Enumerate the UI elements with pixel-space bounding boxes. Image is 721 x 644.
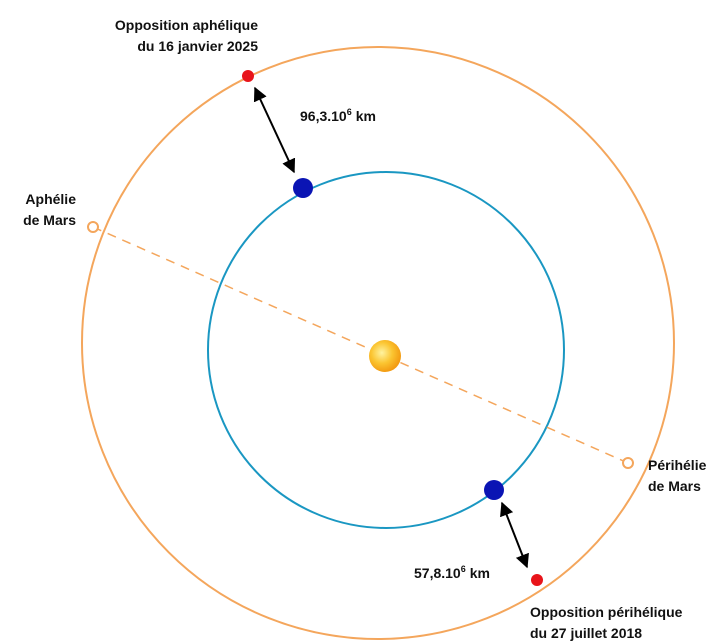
earth-orbit: [207, 171, 565, 529]
perihelion-point: [622, 457, 634, 469]
sun: [369, 340, 401, 372]
distance-label: 57,8.106 km: [414, 564, 490, 581]
label: de Mars: [648, 478, 701, 494]
label: du 27 juillet 2018: [530, 625, 642, 641]
apsis-line: [92, 226, 629, 464]
mars-perihelic: [531, 574, 543, 586]
label: Opposition aphélique: [115, 17, 258, 33]
label: de Mars: [23, 212, 76, 228]
label: Périhélie: [648, 457, 707, 473]
exponent: 6: [347, 107, 352, 117]
aphelion-point: [87, 221, 99, 233]
distance-label: 96,3.106 km: [300, 107, 376, 124]
exponent: 6: [461, 564, 466, 574]
earth-aphelic: [293, 178, 313, 198]
label: Opposition périhélique: [530, 604, 683, 620]
mantissa: 57,8.10: [414, 565, 461, 581]
mars-orbit: [81, 46, 675, 640]
mars-aphelic: [242, 70, 254, 82]
distance-arrow: [500, 501, 529, 569]
distance-arrow: [253, 86, 296, 174]
unit: km: [470, 565, 490, 581]
earth-perihelic: [484, 480, 504, 500]
mantissa: 96,3.10: [300, 108, 347, 124]
label: du 16 janvier 2025: [137, 38, 258, 54]
label: Aphélie: [25, 191, 76, 207]
unit: km: [356, 108, 376, 124]
